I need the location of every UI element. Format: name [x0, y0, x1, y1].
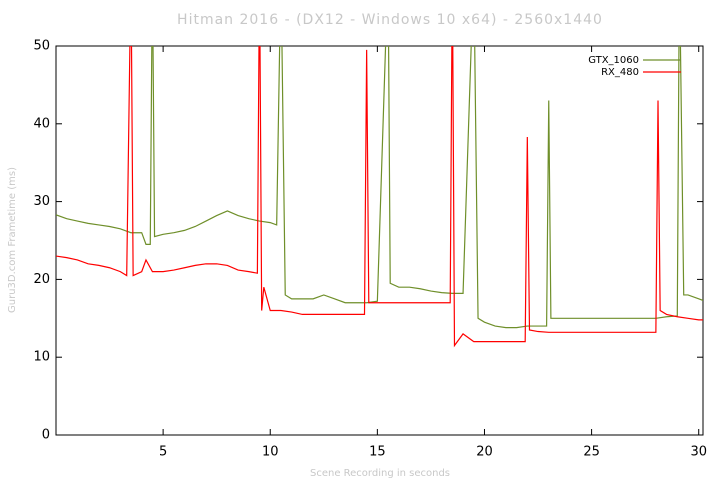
plot-frame [55, 45, 704, 436]
y-axis-label: Guru3D.com Frametime (ms) [7, 167, 18, 313]
y-tick-label: 0 [42, 428, 50, 443]
chart-title: Hitman 2016 - (DX12 - Windows 10 x64) - … [177, 12, 603, 28]
x-tick-label: 5 [159, 445, 167, 460]
y-tick-label: 10 [33, 350, 50, 365]
y-tick-label: 50 [33, 39, 50, 54]
x-tick-label: 15 [369, 445, 386, 460]
y-tick-label: 30 [33, 194, 50, 209]
y-tick-label: 20 [33, 272, 50, 287]
series-line [56, 46, 703, 348]
series-line [56, 46, 703, 329]
x-tick-label: 25 [583, 445, 600, 460]
x-tick-label: 20 [476, 445, 493, 460]
x-tick-label: 30 [690, 445, 707, 460]
x-axis-label: Scene Recording in seconds [310, 468, 450, 479]
y-tick-label: 40 [33, 116, 50, 131]
legend-label: RX_480 [601, 67, 639, 78]
x-tick-label: 10 [262, 445, 279, 460]
legend-label: GTX_1060 [588, 55, 639, 66]
